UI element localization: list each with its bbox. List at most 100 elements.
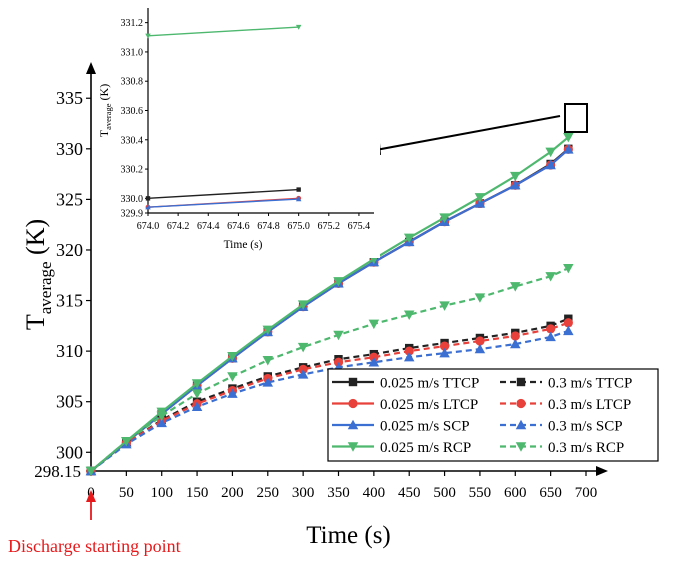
inset-x-tick-label: 674.0 — [137, 221, 160, 232]
inset-y-tick-label: 330.6 — [121, 106, 144, 117]
x-tick-label: 500 — [433, 485, 456, 501]
inset-x-tick-label: 674.6 — [227, 221, 250, 232]
inset-x-tick-label: 674.2 — [167, 221, 190, 232]
legend-entry: 0.025 m/s LTCP — [332, 397, 478, 413]
y-axis-title-sub: average — [36, 261, 55, 314]
data-point — [227, 388, 238, 398]
legend-entry: 0.3 m/s LTCP — [500, 397, 631, 413]
x-tick-label: 550 — [469, 485, 492, 501]
inset-y-axis-title-main: T — [97, 129, 111, 137]
data-point — [563, 263, 574, 274]
data-point — [474, 193, 486, 203]
y-tick-label: 315 — [56, 291, 83, 311]
legend-marker — [516, 377, 526, 387]
legend-label: 0.3 m/s TTCP — [548, 376, 632, 392]
series-0-3-m-s-scp — [85, 325, 574, 476]
data-point — [510, 338, 521, 349]
x-tick-label: 250 — [257, 485, 280, 501]
data-point — [563, 318, 573, 328]
annotation-label: Discharge starting point — [8, 536, 181, 556]
data-point — [297, 300, 309, 310]
data-point — [510, 282, 521, 292]
data-point — [191, 379, 203, 389]
data-point — [545, 331, 556, 342]
inset-y-axis-title: Taverage (K) — [97, 84, 113, 137]
data-point — [156, 411, 167, 422]
data-point — [545, 147, 556, 158]
zoom-annotation — [366, 103, 588, 155]
inset-background — [104, 4, 380, 258]
main-plot: 0501001502002503003504004505005506006507… — [8, 62, 608, 556]
data-point — [545, 159, 556, 170]
inset-y-tick-label: 331.0 — [121, 47, 144, 58]
y-tick-label: 335 — [56, 88, 83, 108]
legend-label: 0.3 m/s SCP — [548, 419, 623, 435]
legend-label: 0.025 m/s LTCP — [380, 397, 478, 413]
legend-label: 0.025 m/s RCP — [380, 440, 471, 456]
series-0-3-m-s-rcp — [85, 263, 574, 477]
inset-y-tick-label: 330.2 — [121, 165, 144, 176]
data-point — [475, 336, 485, 346]
zoom-box — [564, 103, 588, 133]
data-point — [439, 213, 450, 223]
legend-marker — [347, 419, 359, 430]
inset-series-line — [147, 26, 299, 37]
legend-entry: 0.3 m/s TTCP — [500, 376, 632, 392]
inset-series-line — [147, 198, 299, 208]
y-tick-label: 330 — [56, 139, 83, 159]
y-tick-label: 300 — [56, 442, 83, 462]
data-point — [439, 347, 450, 358]
legend-label: 0.3 m/s RCP — [548, 440, 624, 456]
data-point — [545, 272, 556, 282]
discharge-annotation: Discharge starting point — [8, 490, 181, 556]
inset-y-tick-label: 331.2 — [121, 18, 144, 29]
data-point — [191, 389, 203, 399]
data-point — [333, 277, 344, 287]
inset-x-tick-label: 674.8 — [257, 221, 280, 232]
inset-x-axis-title: Time (s) — [224, 239, 263, 251]
legend-entry: 0.025 m/s RCP — [332, 440, 471, 456]
data-point — [510, 179, 521, 190]
inset-y-axis-title-sub: average — [103, 103, 113, 130]
data-point — [297, 342, 309, 353]
legend-label: 0.025 m/s TTCP — [380, 376, 479, 392]
y-axis-title-unit: (K) — [21, 219, 50, 262]
x-tick-label: 450 — [398, 485, 421, 501]
inset-y-tick-label: 330.8 — [121, 77, 144, 88]
inset-series-0-025-m-s-ttcp — [145, 187, 301, 201]
inset-x-tick-label: 675.2 — [318, 221, 341, 232]
inset-data-point — [145, 196, 151, 201]
x-tick-label: 600 — [504, 485, 527, 501]
inset-plot: 674.0 674.2 674.4 674.6 674.8 675.0 675.2 675.4… — [97, 4, 380, 258]
legend-box — [327, 368, 659, 462]
data-point — [262, 325, 274, 336]
data-point — [262, 377, 274, 387]
data-point — [563, 132, 574, 143]
inset-y-axis-title-unit: (K) — [97, 84, 111, 104]
annotation-arrow-head — [86, 490, 96, 502]
data-point — [563, 325, 574, 336]
data-point — [227, 351, 238, 362]
data-point — [403, 233, 415, 244]
inset-series-0-025-m-s-rcp — [145, 24, 302, 39]
x-tick-label: 100 — [150, 485, 173, 501]
inset-x-tick-label: 674.4 — [197, 221, 220, 232]
data-point — [403, 310, 415, 320]
inset-data-point — [296, 187, 301, 192]
legend-label: 0.3 m/s LTCP — [548, 397, 631, 413]
x-axis-title: Time (s) — [306, 522, 391, 549]
data-point — [85, 466, 97, 477]
data-point — [121, 436, 132, 447]
x-tick-label: 50 — [119, 485, 134, 501]
x-tick-label: 650 — [539, 485, 562, 501]
inset-series-line — [147, 188, 299, 200]
legend-entry: 0.3 m/s SCP — [500, 419, 623, 435]
data-point — [404, 346, 414, 356]
legend-marker — [348, 377, 358, 387]
x-tick-label: 400 — [363, 485, 386, 501]
inset-series-0-025-m-s-scp — [145, 196, 302, 210]
x-tick-label: 350 — [327, 485, 350, 501]
data-point — [333, 330, 344, 341]
